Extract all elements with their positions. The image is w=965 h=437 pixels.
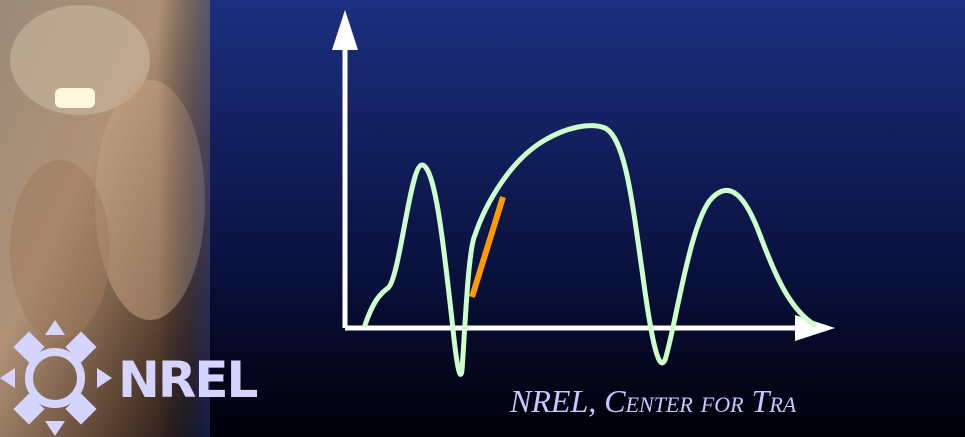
logo-text: NREL bbox=[118, 351, 258, 409]
logo-icon bbox=[0, 320, 112, 436]
curve bbox=[362, 123, 818, 377]
axes bbox=[332, 10, 835, 341]
tangent-line bbox=[469, 196, 506, 298]
footer-text: NREL, Center for Tra bbox=[509, 383, 797, 419]
